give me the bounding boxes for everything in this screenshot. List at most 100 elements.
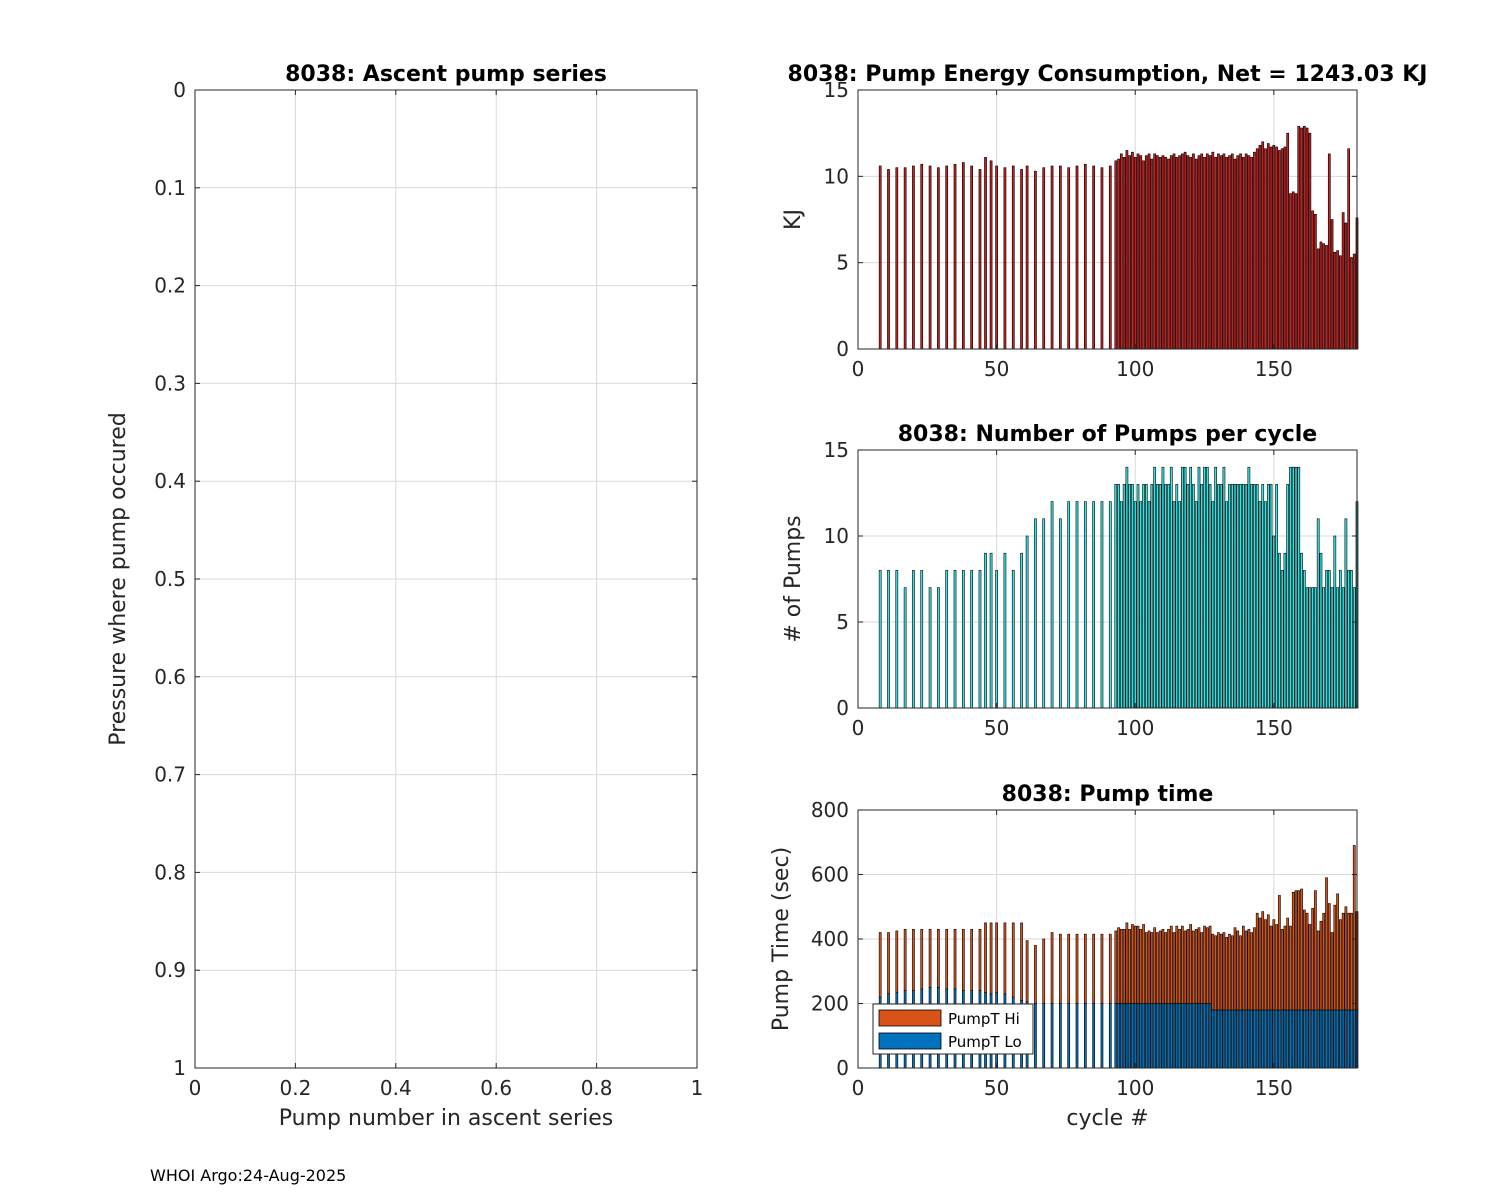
pumps-bar [1350,570,1353,709]
energy-bar [1117,158,1120,350]
pumps-bar [1083,501,1087,709]
ascent-pump-series-axes: 0 0.2 0.4 0.6 0.8 100.10.20.30.40.50.60.70.80… [106,62,703,1131]
pumps-bar [1230,484,1234,709]
energy-bar [1350,257,1353,350]
energy-bar [1327,153,1331,350]
energy-bar [1133,157,1137,350]
pump-time-hi-bar [1167,929,1170,1004]
pump-time-hi-bar [1161,929,1165,1004]
pumps-bar [1333,535,1337,709]
energy-bar [1175,157,1179,350]
pumps-bar [1300,552,1303,709]
pumps-bar [989,552,993,709]
pump-time-hi-bar [1158,930,1162,1004]
pump-time-lo-bar [1153,1003,1156,1069]
pump-time-lo-bar [1280,1009,1284,1069]
pump-time-hi-bar [1228,933,1231,1011]
energy-bar [1289,193,1292,350]
pump-time-lo-bar [1083,1003,1087,1069]
energy-bar [978,169,982,350]
pump-time-lo-bar [1239,1009,1242,1069]
pumps-bar [1200,484,1204,709]
pumps-bar [1131,484,1134,709]
pump-time-hi-bar [1128,929,1132,1004]
pump-time-hi-bar [1250,932,1253,1011]
energy-bar [1122,157,1126,350]
x-tick-label: 100 [1116,716,1154,740]
pump-time-hi-bar [1100,933,1104,1004]
energy-bar [1208,155,1212,350]
energy-bar [1308,132,1312,350]
pump-time-lo-bar [1336,1009,1339,1069]
energy-bar [1222,153,1226,350]
energy-bar [1158,157,1162,350]
pumps-bar [920,570,924,709]
energy-bar [1239,153,1242,350]
energy-bar [1333,252,1337,350]
pumps-bar [1025,535,1029,709]
pump-time-lo-bar [1208,1003,1212,1069]
pumps-per-cycle-axes: 0 50 100 150 0 5 10 15 8038: Number of Pumps per… [781,422,1359,740]
pump-time-hi-bar [1225,937,1229,1011]
x-tick-label: 50 [984,1076,1009,1100]
energy-bar [1147,153,1151,350]
energy-bar [1319,241,1323,350]
pump-time-lo-bar [1294,1009,1298,1069]
energy-bar [1034,170,1037,350]
pump-time-hi-bar [1244,930,1248,1011]
pump-time-lo-bar [1244,1009,1248,1069]
energy-bar [962,162,965,350]
pump-time-hi-bar [1311,908,1314,1011]
pump-time-lo-bar [1327,1009,1331,1069]
energy-bar [984,157,987,350]
footer-credit: WHOI Argo:24-Aug-2025 [150,1166,347,1185]
energy-bar [1330,219,1334,350]
pump-time-lo-bar [1222,1009,1226,1069]
y-axis-label: # of Pumps [781,515,806,642]
energy-bar [1186,155,1190,350]
pump-time-lo-bar [1167,1003,1170,1069]
pump-time-hi-bar [1261,911,1265,1011]
pumps-bar [1192,484,1195,709]
pump-time-hi-bar [1330,932,1334,1011]
energy-bar [1211,151,1215,350]
pump-time-hi-bar [1117,927,1120,1004]
pumps-bar [1344,518,1348,709]
pump-time-lo-bar [1308,1009,1312,1069]
pump-time-lo-bar [1258,1009,1262,1069]
energy-bar [1136,153,1140,350]
pump-time-hi-bar [1133,925,1137,1004]
pump-time-hi-bar [1181,925,1184,1004]
y-tick-label: 0.2 [154,274,186,298]
energy-bar [1003,167,1007,350]
pump-time-lo-bar [1236,1009,1240,1069]
pump-time-lo-bar [1186,1003,1190,1069]
pump-time-hi-bar [1114,930,1118,1004]
pump-time-lo-bar [1136,1003,1140,1069]
pump-time-hi-bar [1205,927,1209,1004]
pump-time-lo-bar [1156,1003,1159,1069]
pumps-bar [1133,501,1137,709]
pump-time-lo-bar [1100,1003,1104,1069]
energy-bar [1255,148,1259,350]
pump-time-hi-bar [1272,919,1276,1011]
pumps-bar [1308,587,1312,709]
pumps-bar [1236,484,1240,709]
y-axis-label: Pressure where pump occured [106,412,131,745]
energy-bar [1139,155,1143,350]
pump-time-hi-bar [1200,932,1204,1004]
pump-time-lo-bar [1350,1009,1353,1069]
pump-time-lo-bar [1314,1009,1317,1069]
pump-time-hi-bar [1222,932,1226,1011]
pumps-bar [1222,466,1226,709]
pumps-bar [1327,570,1331,709]
energy-bar [1011,165,1015,350]
pump-time-hi-bar [1322,912,1326,1011]
energy-bar [1325,245,1328,350]
y-tick-label: 600 [811,863,849,887]
energy-bar [953,163,957,350]
pumps-bar [912,570,915,709]
pump-time-hi-bar [1136,925,1140,1004]
energy-bar [1183,151,1187,350]
axes-frame [857,89,1358,350]
